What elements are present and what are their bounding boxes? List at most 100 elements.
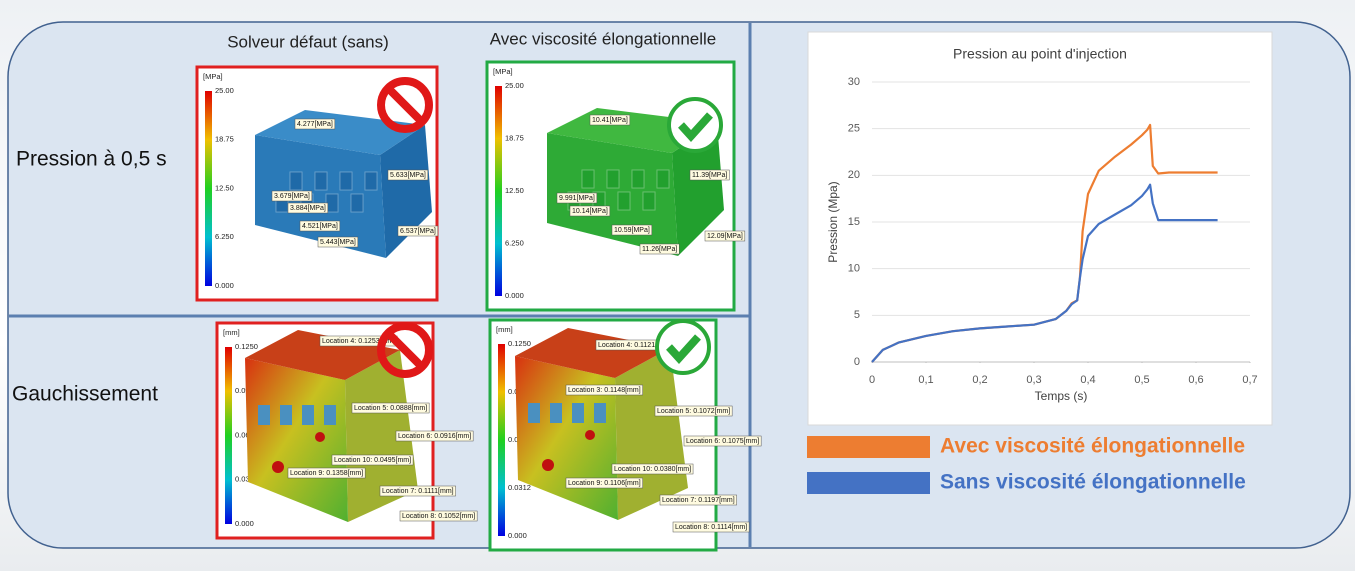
part-marker: [542, 459, 554, 471]
probe-label: 10.59[MPa]: [614, 227, 650, 234]
color-bar: [498, 344, 505, 536]
probe-label: 4.521[MPa]: [302, 223, 338, 230]
part-hole: [364, 171, 378, 191]
x-tick-label: 0,7: [1242, 374, 1257, 386]
probe-label: Location 6: 0.1075[mm]: [686, 438, 759, 445]
color-bar-label: 0.1250: [508, 339, 531, 348]
probe-label-box: [271, 190, 313, 202]
part-marker: [272, 461, 284, 473]
part-hole: [606, 169, 620, 189]
color-bar-label: 0.000: [505, 291, 524, 300]
prohibited-icon: [377, 322, 433, 378]
y-axis-label: Pression (Mpa): [826, 181, 840, 262]
x-axis-label: Temps (s): [1035, 389, 1088, 403]
probe-label-box: [299, 220, 341, 232]
probe-label: 11.39[MPa]: [692, 172, 727, 179]
part-side: [345, 350, 418, 522]
part-hole: [581, 169, 595, 189]
probe-label: 12.09[MPa]: [707, 233, 743, 240]
probe-label-box: [387, 169, 429, 181]
probe-label-box: [379, 485, 456, 497]
x-tick-label: 0,2: [972, 374, 987, 386]
probe-label: Location 6: 0.0916[mm]: [398, 433, 471, 440]
probe-label: Location 3: 0.1148[mm]: [568, 387, 641, 394]
part-hole: [572, 403, 584, 423]
check-icon: [678, 112, 713, 142]
probe-label-box: [351, 402, 430, 414]
y-tick-label: 30: [848, 76, 860, 88]
probe-label-box: [569, 205, 611, 217]
part-hole: [314, 171, 328, 191]
part-hole: [339, 171, 353, 191]
color-bar-label: 0.000: [508, 531, 527, 540]
probe-label: Location 4: 0.1253[mm]: [322, 338, 395, 345]
part-hole: [594, 403, 606, 423]
probe-label-box: [611, 463, 694, 475]
color-bar-label: 18.75: [215, 135, 234, 144]
legend-swatch: [807, 436, 930, 458]
part-hole: [642, 191, 656, 211]
color-bar-label: 0.000: [235, 519, 254, 528]
probe-label-box: [683, 435, 762, 447]
part-side: [672, 123, 724, 256]
check-icon: [666, 334, 701, 364]
legend-label: Avec viscosité élongationnelle: [940, 435, 1245, 458]
color-bar-unit: [MPa]: [203, 72, 223, 81]
part-hole: [258, 405, 270, 425]
probe-label: Location 10: 0.0495[mm]: [334, 457, 411, 464]
color-bar-label: 0.0312: [235, 475, 258, 484]
color-bar: [495, 86, 502, 296]
probe-label-box: [611, 224, 653, 236]
probe-label-box: [565, 477, 643, 489]
probe-label: 6.537[MPa]: [400, 228, 436, 235]
color-bar: [225, 347, 232, 524]
probe-label: 10.41[MPa]: [592, 117, 628, 124]
part-side: [380, 125, 432, 258]
probe-label: Location 8: 0.1052[mm]: [402, 513, 475, 520]
probe-label: Location 9: 0.1358[mm]: [290, 470, 363, 477]
probe-label-box: [395, 430, 474, 442]
part-hole: [617, 191, 631, 211]
probe-label: 11.26[MPa]: [642, 246, 677, 253]
prohibited-icon: [377, 77, 433, 133]
x-tick-label: 0: [869, 374, 875, 386]
x-tick-label: 0,1: [918, 374, 933, 386]
y-tick-label: 20: [848, 169, 860, 181]
color-bar-unit: [MPa]: [493, 67, 513, 76]
part-hole: [656, 169, 670, 189]
color-bar-label: 6.250: [215, 232, 234, 241]
probe-label: 10.14[MPa]: [572, 208, 608, 215]
color-bar-label: 12.50: [505, 186, 524, 195]
y-tick-label: 0: [854, 356, 860, 368]
part-front: [245, 358, 348, 522]
color-bar-unit: [mm]: [496, 325, 513, 334]
color-bar-label: 25.00: [505, 81, 524, 90]
part-marker: [315, 432, 325, 442]
probe-label-box: [689, 169, 730, 181]
probe-label-box: [287, 467, 366, 479]
legend-label: Sans viscosité élongationnelle: [940, 471, 1246, 494]
y-tick-label: 25: [848, 123, 860, 135]
y-tick-label: 5: [854, 309, 860, 321]
probe-label: 9.991[MPa]: [559, 195, 595, 202]
probe-label: Location 10: 0.0380[mm]: [614, 466, 691, 473]
prohibited-icon: [385, 330, 425, 370]
part-hole: [324, 405, 336, 425]
color-bar-label: 18.75: [505, 133, 524, 142]
probe-label: 5.633[MPa]: [390, 172, 426, 179]
probe-label: 3.679[MPa]: [274, 193, 310, 200]
chart-area: [807, 31, 1273, 426]
part-hole: [350, 193, 364, 213]
series-line: [871, 183, 1218, 363]
color-bar-label: 0.1250: [235, 342, 258, 351]
part-hole: [289, 171, 303, 191]
check-icon: [667, 97, 723, 153]
probe-label-box: [399, 510, 478, 522]
probe-label-box: [672, 521, 750, 533]
probe-label: Location 9: 0.1106[mm]: [568, 480, 641, 487]
probe-label-box: [565, 384, 643, 396]
part-marker: [585, 430, 595, 440]
color-bar-unit: [mm]: [223, 328, 240, 337]
